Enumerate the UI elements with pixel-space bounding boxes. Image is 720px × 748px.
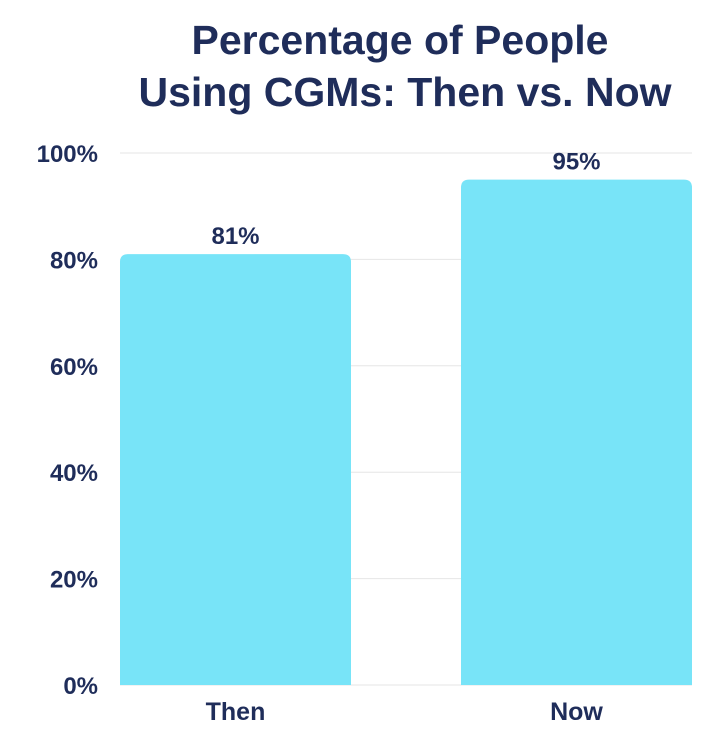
- y-tick-label: 80%: [50, 247, 98, 274]
- chart-title: Percentage of People Using CGMs: Then vs…: [0, 14, 720, 118]
- value-label-now: 95%: [552, 149, 600, 176]
- y-tick-label: 60%: [50, 354, 98, 381]
- x-axis-label-then: Then: [206, 698, 266, 726]
- y-tick-label: 0%: [63, 673, 98, 700]
- chart-title-line-1: Percentage of People: [191, 17, 609, 63]
- value-labels: 81% 95%: [211, 149, 600, 250]
- value-label-then: 81%: [211, 223, 259, 250]
- y-tick-label: 100%: [37, 141, 98, 168]
- x-axis-labels: Then Now: [206, 698, 604, 726]
- x-axis-label-now: Now: [550, 698, 603, 726]
- bar-then: [120, 254, 351, 685]
- y-axis-ticks: 0% 20% 40% 60% 80% 100%: [37, 141, 98, 700]
- bars: [120, 179, 692, 685]
- chart-title-line-2: Using CGMs: Then vs. Now: [138, 69, 672, 115]
- y-tick-label: 40%: [50, 460, 98, 487]
- y-tick-label: 20%: [50, 567, 98, 594]
- bar-now: [461, 179, 692, 685]
